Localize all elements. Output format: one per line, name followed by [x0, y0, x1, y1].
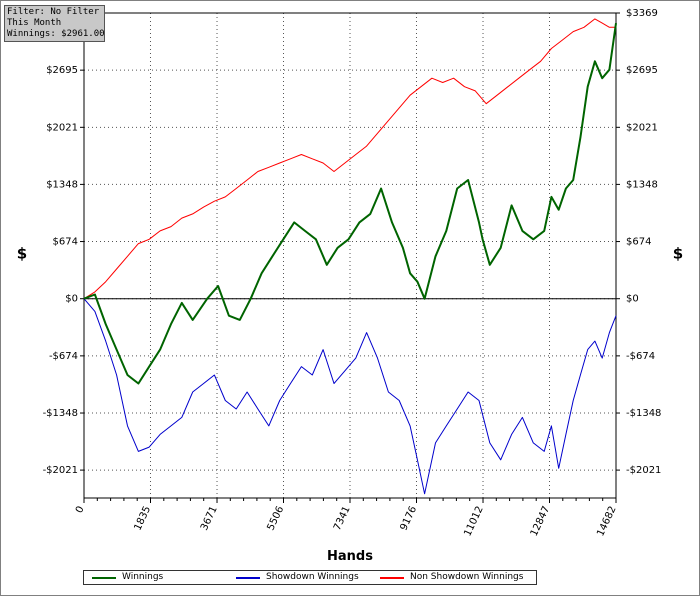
y-tick-label-left: $674	[53, 237, 78, 248]
y-tick-label-right: $2695	[626, 65, 658, 76]
legend-label-winnings: Winnings	[122, 572, 164, 582]
filter-info-box: Filter: No Filter This Month Winnings: $…	[4, 5, 105, 42]
legend-swatch-winnings	[92, 577, 116, 579]
y-tick-label-left: -$2021	[43, 465, 78, 476]
x-tick-label: 9176	[398, 505, 419, 533]
y-tick-label-right: $1348	[626, 179, 658, 190]
x-axis-label: Hands	[327, 549, 373, 564]
legend-item-winnings: Winnings	[92, 571, 232, 584]
y-tick-label-right: -$1348	[626, 408, 661, 419]
y-tick-label-left: -$1348	[43, 408, 78, 419]
x-tick-label: 5506	[266, 505, 287, 533]
legend-item-showdown: Showdown Winnings	[236, 571, 386, 584]
x-tick-label: 0	[74, 505, 87, 515]
y-tick-label-right: $674	[626, 237, 651, 248]
series-line-non-showdown	[83, 18, 616, 300]
y-tick-label-left: $1348	[46, 179, 78, 190]
legend-swatch-non-showdown	[380, 577, 404, 579]
y-tick-label-right: $2021	[626, 122, 658, 133]
filter-line: Filter: No Filter	[7, 7, 100, 17]
x-tick-label: 1835	[132, 505, 153, 533]
x-tick-label: 14682	[595, 505, 618, 538]
period-line: This Month	[7, 18, 62, 28]
x-tick-label: 11012	[462, 505, 485, 538]
series-line-winnings	[83, 22, 617, 385]
legend-item-non-showdown: Non Showdown Winnings	[380, 571, 535, 584]
y-tick-label-left: $2021	[46, 122, 78, 133]
y-tick-label-right: -$674	[626, 351, 655, 362]
series-line-showdown	[83, 298, 617, 495]
winnings-line: Winnings: $2961.00	[7, 29, 105, 39]
x-tick-label: 12847	[529, 505, 552, 538]
y-tick-label-left: -$674	[49, 351, 78, 362]
y-tick-label-right: $3369	[626, 8, 658, 19]
y-tick-label-left: $2695	[46, 65, 78, 76]
x-tick-label: 7341	[332, 505, 353, 533]
chart-legend: Winnings Showdown Winnings Non Showdown …	[83, 570, 537, 585]
y-tick-label-right: -$2021	[626, 465, 661, 476]
x-tick-label: 3671	[199, 505, 220, 533]
y-axis-label-right: $	[673, 245, 683, 263]
y-tick-label-right: $0	[626, 294, 639, 305]
legend-label-showdown: Showdown Winnings	[266, 572, 359, 582]
y-tick-label-left: $0	[65, 294, 78, 305]
legend-label-non-showdown: Non Showdown Winnings	[410, 572, 524, 582]
legend-swatch-showdown	[236, 577, 260, 579]
y-axis-label-left: $	[17, 245, 27, 263]
